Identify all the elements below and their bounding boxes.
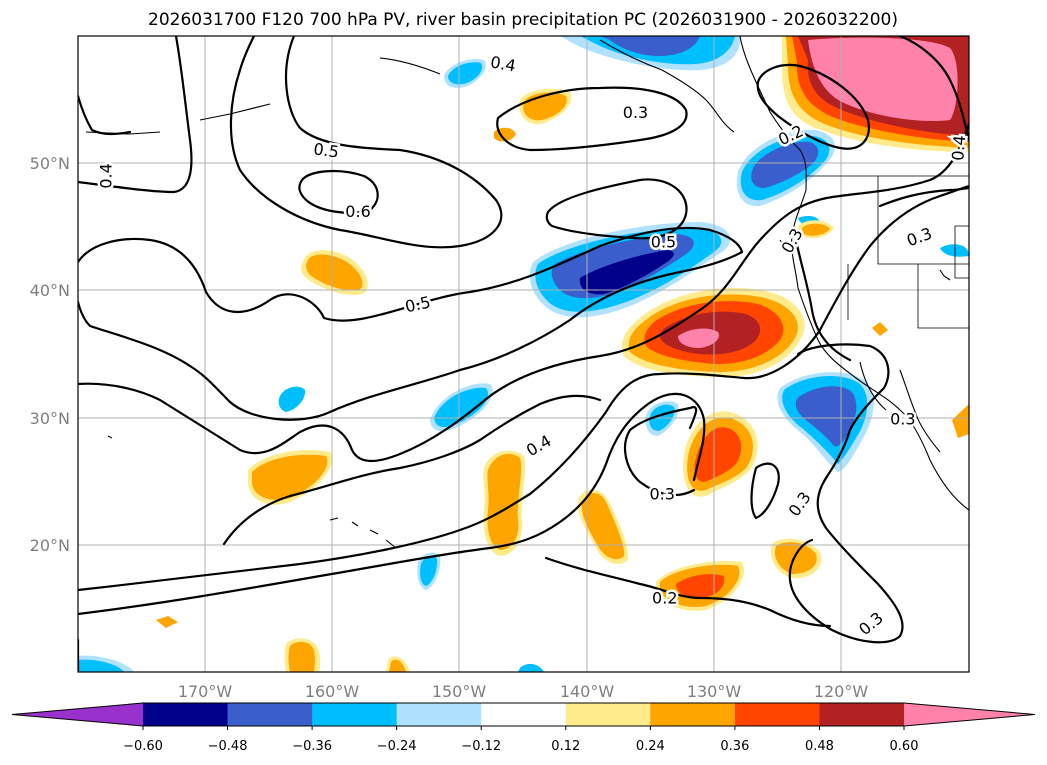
contour-label: 0.5 bbox=[312, 139, 340, 161]
colorbar-tick-label: 0.48 bbox=[805, 739, 834, 754]
colorbar-swatch bbox=[227, 703, 313, 726]
coastlines bbox=[85, 36, 969, 549]
x-tick-label: 120°W bbox=[814, 682, 869, 701]
colorbar-swatch bbox=[650, 703, 736, 726]
colorbar-swatch bbox=[481, 703, 567, 726]
colorbar-swatch bbox=[396, 703, 482, 726]
colorbar-tick-label: 0.24 bbox=[636, 739, 665, 754]
y-tick-label: 20°N bbox=[30, 536, 70, 555]
shading-blue-small-8 bbox=[940, 244, 969, 257]
shading-blue-small-4 bbox=[278, 386, 306, 412]
x-tick-label: 170°W bbox=[178, 682, 233, 701]
colorbar-swatch bbox=[734, 703, 820, 726]
x-tick-label: 160°W bbox=[305, 682, 360, 701]
contour-label: 0.6 bbox=[345, 202, 370, 221]
colorbar-tick-label: −0.36 bbox=[292, 739, 332, 754]
contour-label: 0.5 bbox=[651, 233, 676, 252]
y-tick-label: 40°N bbox=[30, 281, 70, 300]
contour-label: 0.3 bbox=[890, 409, 915, 428]
contour-label: 0.2 bbox=[652, 589, 677, 608]
colorbar-tick-label: 0.36 bbox=[720, 739, 749, 754]
colorbar-tick-label: −0.12 bbox=[461, 739, 501, 754]
colorbar-extend-low bbox=[12, 703, 143, 726]
shading-blue-small-7 bbox=[518, 663, 544, 672]
colorbar-tick-label: −0.48 bbox=[208, 739, 248, 754]
colorbar-tick-label: −0.60 bbox=[123, 739, 163, 754]
map-area: 0.40.40.30.50.60.50.50.20.3 0.30.40.40.30… bbox=[78, 36, 969, 672]
contour-label: 0.4 bbox=[97, 163, 116, 188]
colorbar-swatch bbox=[565, 703, 651, 726]
x-tick-label: 150°W bbox=[432, 682, 487, 701]
colorbar-swatch bbox=[819, 703, 905, 726]
colorbar-swatch bbox=[312, 703, 398, 726]
shading-orange-blobs bbox=[156, 88, 969, 672]
map-frame bbox=[77, 35, 970, 673]
y-tick-label: 30°N bbox=[30, 409, 70, 428]
chart-title: 2026031700 F120 700 hPa PV, river basin … bbox=[148, 10, 898, 30]
x-tick-label: 140°W bbox=[560, 682, 615, 701]
contour-label: 0.3 bbox=[623, 103, 648, 122]
x-axis-labels: 170°W 160°W 150°W 140°W 130°W 120°W bbox=[178, 682, 869, 701]
colorbar-tick-label: −0.24 bbox=[377, 739, 417, 754]
colorbar: −0.60 −0.48 −0.36 −0.24 −0.12 0.12 0.24 0.36 0.4… bbox=[11, 702, 1036, 754]
contour-label: 0.4 bbox=[948, 134, 969, 161]
contour-label: 0.3 bbox=[650, 484, 675, 503]
colorbar-swatch bbox=[143, 703, 229, 726]
colorbar-tick-label: 0.60 bbox=[890, 739, 919, 754]
y-tick-label: 50°N bbox=[30, 154, 70, 173]
colorbar-tick-label: 0.12 bbox=[551, 739, 580, 754]
colorbar-extend-high bbox=[904, 703, 1035, 726]
borders bbox=[806, 175, 969, 329]
y-axis-labels: 20°N 30°N 40°N 50°N bbox=[30, 154, 70, 555]
pv-contours bbox=[78, 36, 969, 672]
x-tick-label: 130°W bbox=[687, 682, 742, 701]
shading-central-positive bbox=[621, 287, 805, 378]
shading-top-negative bbox=[560, 36, 741, 71]
